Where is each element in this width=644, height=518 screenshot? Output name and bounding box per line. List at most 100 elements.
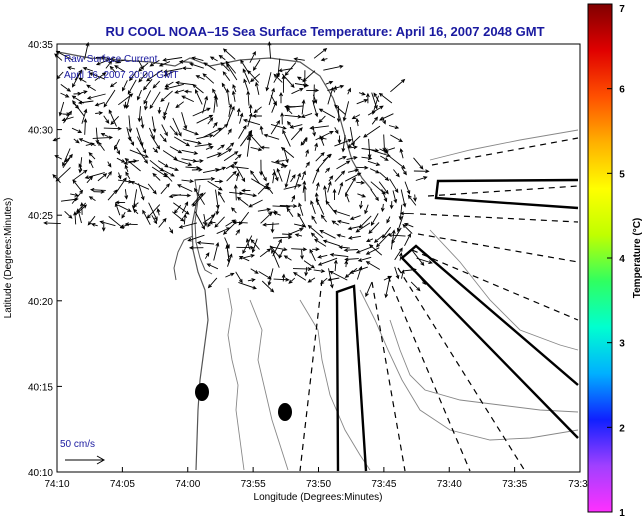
current-vector [116, 157, 126, 163]
current-vector [292, 267, 313, 272]
current-vector [89, 187, 106, 192]
current-vector [301, 170, 306, 181]
current-vector [172, 211, 185, 222]
current-vector [291, 87, 304, 95]
current-vector [161, 124, 168, 137]
current-vector [300, 112, 313, 118]
current-vector [215, 204, 220, 216]
current-vector [192, 107, 211, 117]
current-vector [175, 101, 184, 109]
current-vector [191, 56, 204, 62]
current-vector [181, 149, 199, 155]
current-vector [378, 181, 389, 195]
current-vector [347, 235, 361, 240]
current-vector [323, 64, 344, 71]
current-vector [175, 80, 194, 86]
current-vector [305, 161, 310, 168]
current-vector [345, 192, 350, 203]
current-vector [351, 114, 361, 120]
current-vector [325, 80, 334, 85]
current-vector [207, 180, 223, 191]
current-vector [394, 247, 403, 261]
current-vector [236, 196, 249, 206]
current-vector [272, 171, 276, 184]
map-layers: 50 cm/s [43, 41, 579, 472]
current-vector [103, 126, 123, 131]
current-vector [124, 164, 129, 173]
current-vector [79, 201, 84, 215]
x-tick-label: 73:40 [437, 479, 462, 490]
current-vector [274, 159, 285, 164]
current-vector [302, 137, 308, 146]
current-vector [194, 142, 213, 147]
current-vector [162, 57, 183, 62]
current-vector [313, 47, 328, 59]
current-vector [302, 185, 307, 202]
current-vector [365, 261, 381, 270]
current-vector [233, 184, 238, 201]
current-vector [95, 111, 104, 115]
current-vector [124, 222, 138, 227]
current-vector [371, 116, 379, 125]
current-vector [310, 232, 318, 240]
x-axis-ticks: 74:10 74:05 74:00 73:55 73:50 73:45 73:40 73:35… [44, 467, 588, 490]
current-vector [114, 65, 126, 73]
bathymetry-contour [359, 289, 579, 441]
current-vector [390, 134, 403, 143]
current-vector [132, 202, 139, 208]
current-vector [202, 73, 215, 84]
current-vector [328, 175, 334, 182]
current-vector [329, 252, 349, 258]
current-vector [202, 214, 216, 224]
current-vector [247, 70, 260, 83]
current-vector [169, 146, 183, 154]
x-tick-label: 73:45 [371, 479, 396, 490]
current-vector [225, 161, 238, 170]
x-tick-label: 73:3 [568, 479, 588, 490]
current-vector [309, 125, 329, 130]
current-vector [359, 200, 363, 210]
current-vector [355, 246, 374, 254]
current-vector [147, 183, 157, 195]
current-vector [378, 92, 393, 104]
current-vector [386, 216, 391, 224]
current-vector [336, 233, 346, 238]
current-vector [283, 183, 302, 190]
current-vector [347, 87, 351, 95]
current-vector [136, 136, 147, 154]
current-vector [341, 134, 346, 153]
current-vector [365, 247, 380, 255]
current-vector [214, 216, 225, 228]
current-vector [164, 81, 174, 88]
current-vector [72, 100, 85, 117]
current-vector [54, 53, 63, 61]
current-vector [338, 155, 347, 161]
current-vector [388, 125, 400, 130]
current-vector [318, 108, 336, 119]
current-vector [207, 117, 214, 125]
current-vector [157, 160, 169, 168]
current-vector [169, 166, 180, 172]
current-vector [312, 102, 319, 118]
current-vector [148, 202, 158, 221]
current-vector [278, 249, 284, 259]
current-vector [152, 172, 161, 181]
current-vector [302, 70, 316, 83]
current-vector [149, 91, 161, 110]
colorbar-tick-label: 2 [619, 423, 625, 434]
current-vector [205, 145, 214, 150]
scale-arrow [65, 455, 106, 465]
current-vector [347, 135, 361, 148]
current-vector [373, 234, 384, 243]
current-vector [250, 238, 260, 250]
current-vector [92, 135, 114, 140]
colorbar-tick-label: 3 [619, 339, 625, 350]
bathymetry-contour [429, 229, 579, 351]
bathymetry-contour [389, 319, 579, 413]
current-vector [86, 84, 96, 91]
current-vector [241, 188, 251, 193]
current-vector [206, 152, 222, 159]
current-vector [238, 281, 257, 290]
current-vector [383, 147, 396, 153]
current-vector [88, 196, 96, 201]
